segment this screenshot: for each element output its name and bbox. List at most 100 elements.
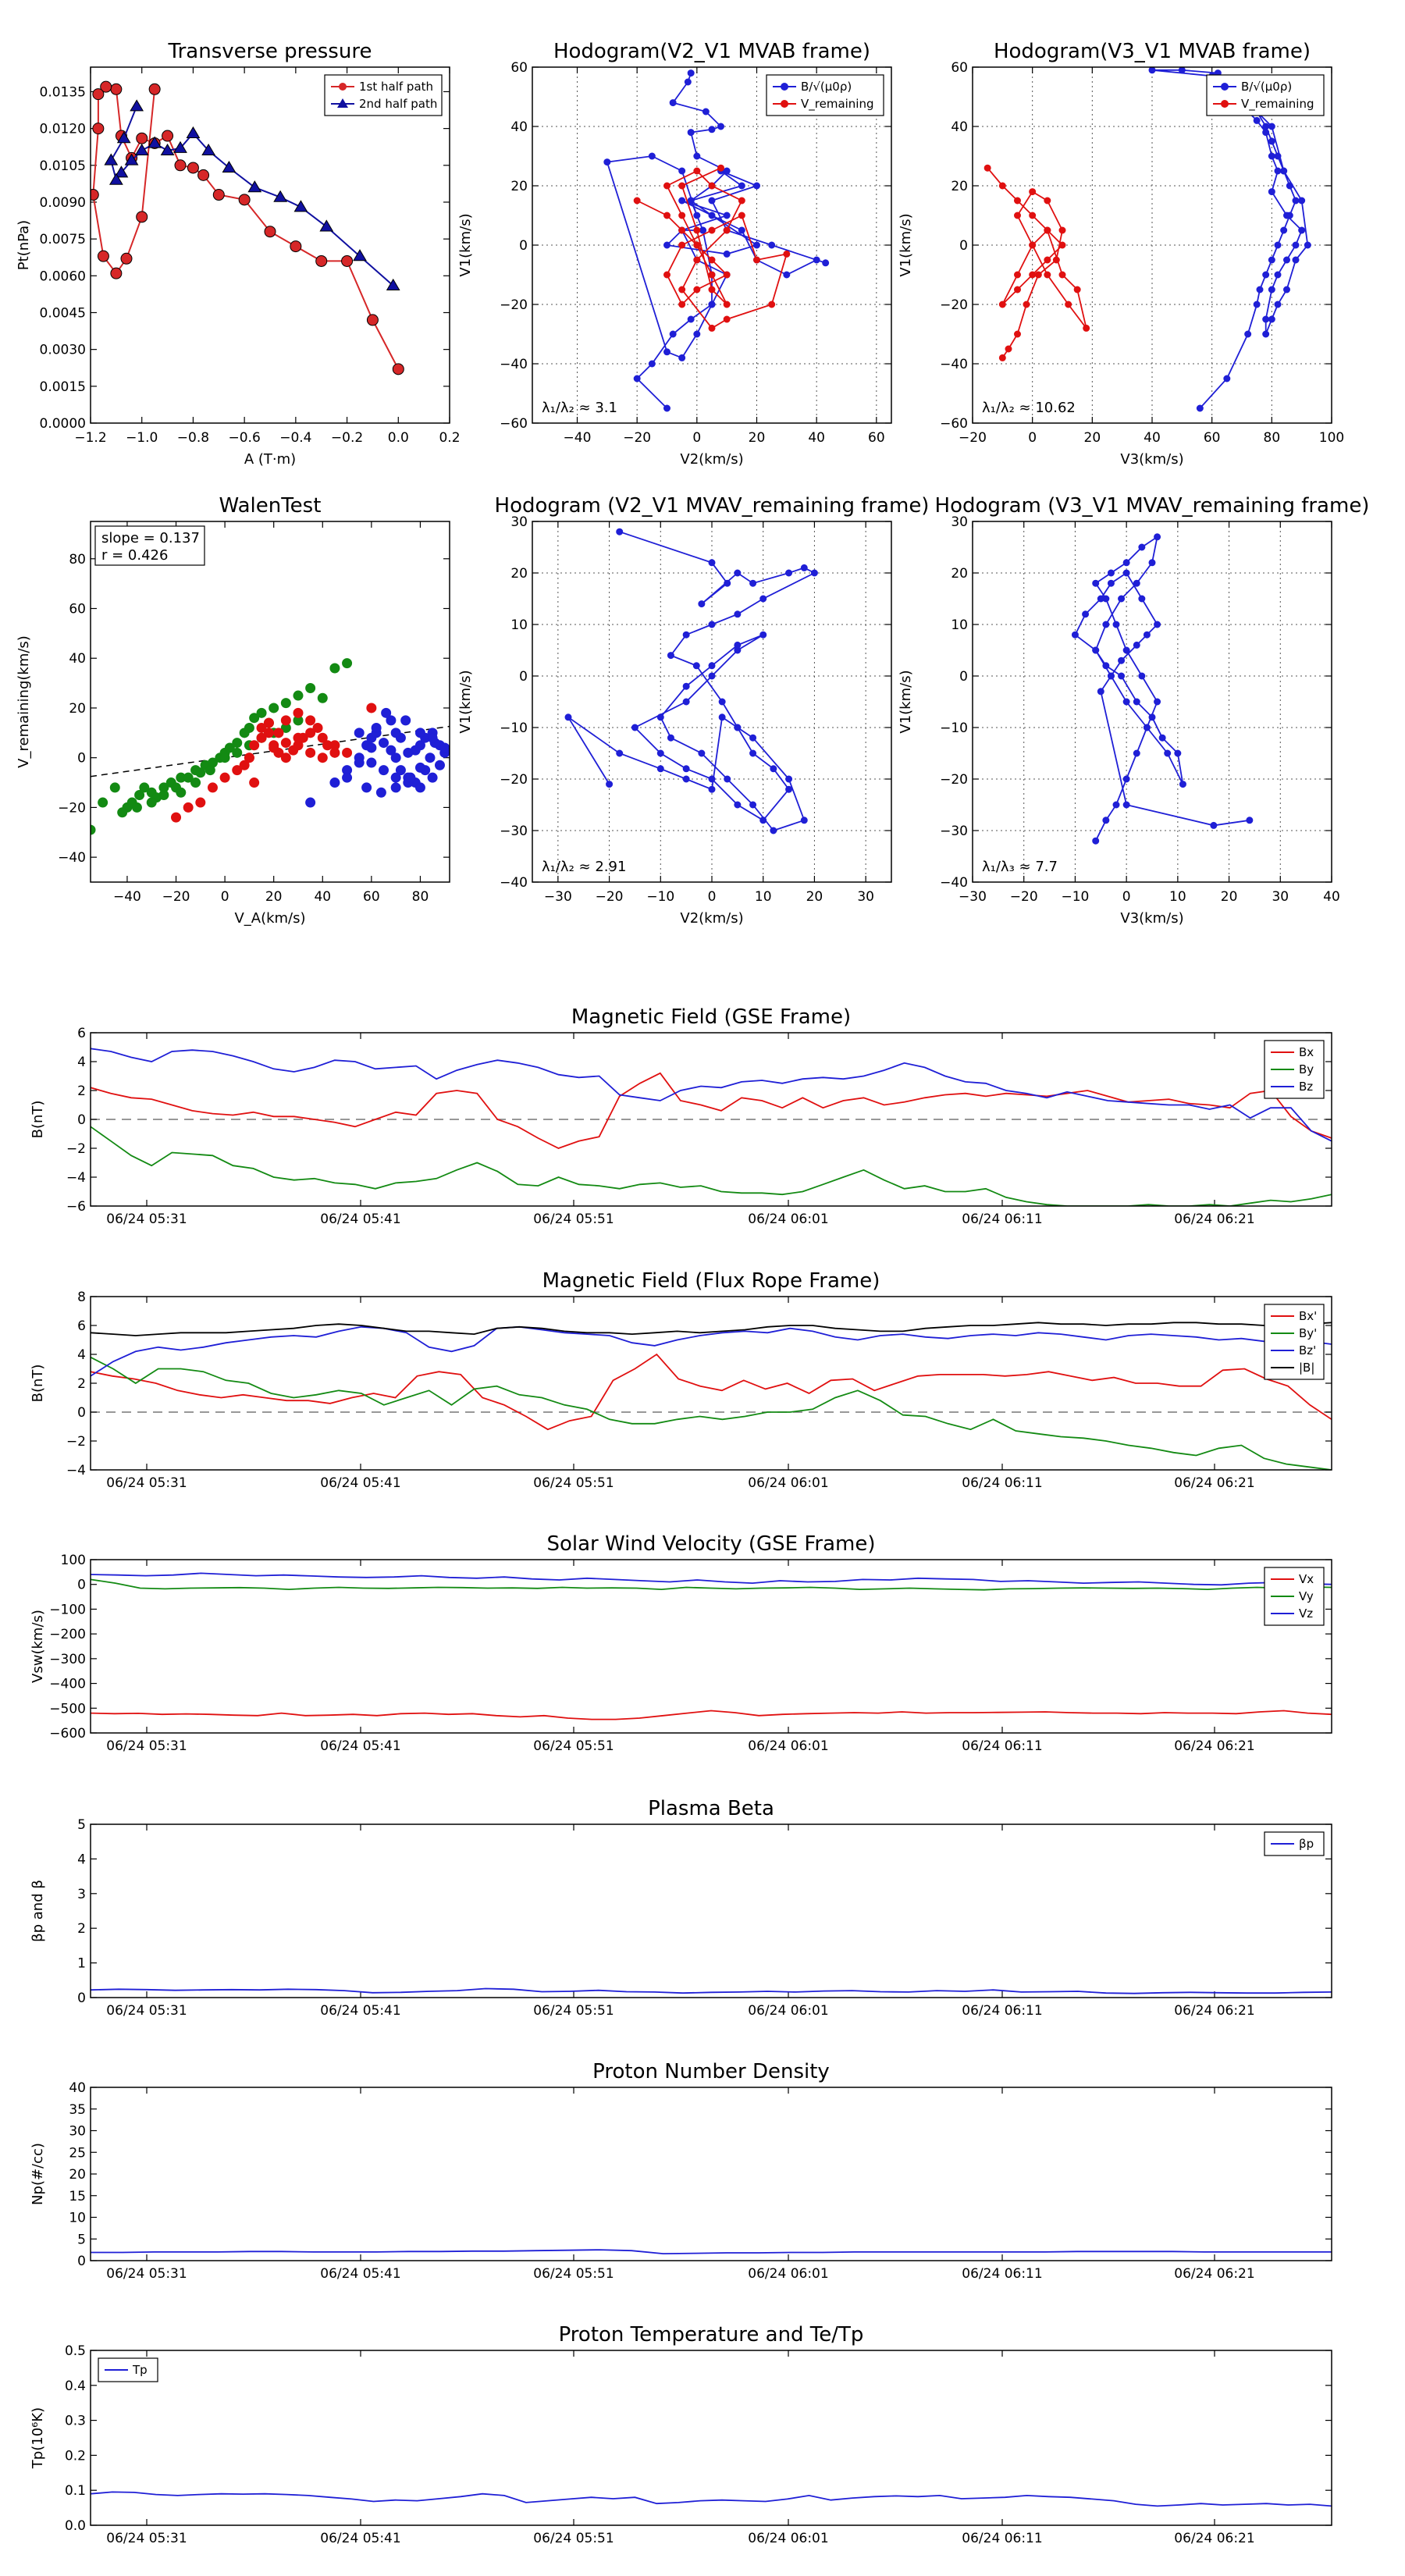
data-point bbox=[663, 241, 670, 249]
x-tick-label: 06/24 06:11 bbox=[962, 1738, 1042, 1754]
data-point bbox=[708, 182, 716, 190]
data-point bbox=[1148, 559, 1156, 567]
chart-title: Hodogram (V3_V1 MVAV_remaining frame) bbox=[935, 494, 1370, 518]
y-tick-label: −20 bbox=[500, 297, 528, 313]
chart-title: Proton Temperature and Te/Tp bbox=[559, 2323, 864, 2347]
data-point bbox=[1154, 533, 1161, 541]
data-point bbox=[1023, 301, 1030, 308]
data-point bbox=[1262, 129, 1270, 137]
data-point bbox=[91, 824, 96, 835]
data-point bbox=[998, 301, 1006, 308]
data-point bbox=[91, 189, 99, 201]
data-point bbox=[1262, 315, 1270, 323]
data-point bbox=[1029, 271, 1037, 279]
y-tick-label: 40 bbox=[510, 119, 528, 135]
data-point bbox=[698, 600, 706, 608]
data-point bbox=[97, 250, 109, 262]
data-point bbox=[663, 182, 670, 190]
data-point bbox=[708, 621, 716, 628]
data-point bbox=[269, 703, 279, 713]
plot-area bbox=[91, 2491, 1332, 2507]
data-point bbox=[114, 165, 129, 178]
y-axis-label: V1(km/s) bbox=[457, 213, 474, 276]
data-point bbox=[280, 698, 291, 709]
data-point bbox=[293, 732, 304, 743]
data-point bbox=[1102, 621, 1110, 628]
data-point bbox=[317, 692, 328, 703]
y-tick-label: 0 bbox=[959, 669, 968, 685]
y-tick-label: 0.0030 bbox=[40, 343, 86, 358]
data-point bbox=[810, 569, 818, 577]
x-tick-label: 06/24 06:21 bbox=[1174, 2266, 1254, 2282]
chart-title: Proton Number Density bbox=[592, 2060, 830, 2083]
x-tick-label: −20 bbox=[1010, 889, 1038, 905]
y-tick-label: 20 bbox=[69, 701, 86, 717]
data-point bbox=[116, 131, 131, 144]
data-point bbox=[219, 753, 230, 763]
data-point bbox=[280, 715, 291, 726]
data-point bbox=[687, 69, 695, 77]
data-point bbox=[648, 152, 656, 160]
data-point bbox=[212, 189, 225, 201]
data-point bbox=[1274, 271, 1282, 279]
data-point bbox=[693, 330, 701, 338]
x-tick-label: 40 bbox=[314, 889, 331, 905]
data-point bbox=[390, 728, 401, 738]
data-point bbox=[1298, 226, 1306, 234]
data-point bbox=[427, 732, 438, 743]
data-point bbox=[1107, 579, 1115, 587]
y-tick-label: 0.0135 bbox=[40, 84, 86, 100]
chart-panel-10: Proton Number Density 0 5 10 15 20 25 30 35 40 06/… bbox=[30, 2060, 1332, 2282]
x-axis-label: V3(km/s) bbox=[1120, 451, 1183, 468]
x-tick-label: 0 bbox=[1028, 430, 1037, 446]
x-tick-label: 06/24 06:01 bbox=[748, 2266, 828, 2282]
x-tick-label: −20 bbox=[623, 430, 651, 446]
data-point bbox=[738, 182, 745, 190]
data-point bbox=[109, 782, 120, 793]
data-point bbox=[682, 698, 690, 706]
data-point bbox=[1118, 595, 1126, 603]
data-point bbox=[708, 559, 716, 567]
data-point bbox=[379, 738, 389, 749]
y-tick-label: 5 bbox=[77, 2232, 86, 2247]
data-point bbox=[723, 226, 731, 234]
data-point bbox=[1138, 672, 1146, 680]
x-tick-label: 60 bbox=[1204, 430, 1221, 446]
y-tick-label: −40 bbox=[940, 357, 968, 372]
data-point bbox=[708, 662, 716, 670]
data-point bbox=[293, 707, 304, 718]
y-tick-label: 0 bbox=[519, 238, 528, 254]
data-point bbox=[749, 801, 757, 809]
data-point bbox=[1262, 330, 1270, 338]
y-tick-label: 0 bbox=[77, 1991, 86, 2006]
y-tick-label: 10 bbox=[69, 2211, 86, 2226]
data-point bbox=[171, 812, 182, 823]
data-point bbox=[702, 108, 710, 116]
data-point bbox=[158, 789, 169, 800]
y-tick-label: 40 bbox=[69, 651, 86, 667]
data-point bbox=[708, 785, 716, 793]
y-tick-label: 0 bbox=[959, 238, 968, 254]
data-point bbox=[759, 595, 767, 603]
data-point bbox=[1280, 167, 1288, 175]
y-tick-label: −4 bbox=[66, 1170, 86, 1186]
y-tick-label: −30 bbox=[940, 824, 968, 839]
data-point bbox=[400, 715, 411, 726]
y-tick-label: 0.3 bbox=[65, 2414, 86, 2429]
plot-area bbox=[91, 1048, 1332, 1206]
data-point bbox=[708, 271, 716, 279]
data-point bbox=[390, 782, 401, 793]
data-point bbox=[1143, 724, 1151, 731]
data-point bbox=[244, 753, 254, 763]
x-tick-label: 06/24 05:51 bbox=[533, 1738, 614, 1754]
data-point bbox=[1133, 641, 1140, 649]
y-tick-label: −10 bbox=[500, 720, 528, 736]
data-point bbox=[998, 354, 1006, 361]
legend-marker bbox=[1221, 100, 1229, 108]
data-point bbox=[247, 180, 262, 193]
data-point bbox=[682, 765, 690, 773]
legend-label: Bx' bbox=[1299, 1309, 1317, 1323]
y-tick-label: 60 bbox=[510, 60, 528, 76]
x-tick-label: 06/24 05:31 bbox=[106, 1475, 187, 1491]
data-point bbox=[738, 197, 745, 205]
